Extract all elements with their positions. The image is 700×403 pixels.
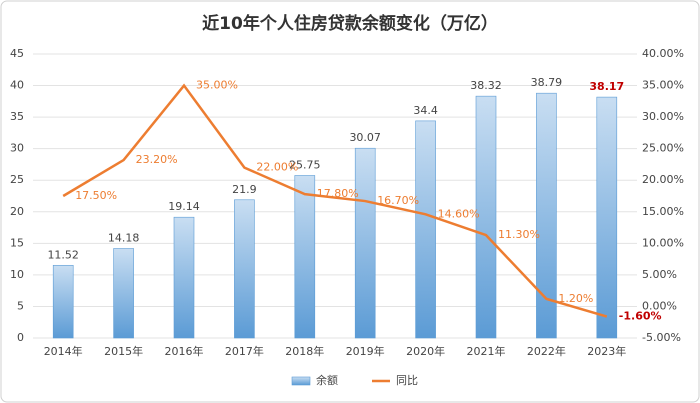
y2-tick-label: -5.00% (642, 331, 681, 344)
bar-value-label: 38.17 (589, 80, 624, 93)
bar (234, 199, 255, 339)
bar-value-label: 19.14 (168, 200, 200, 213)
x-tick-label: 2015年 (104, 344, 143, 358)
bar-value-label: 11.52 (47, 248, 79, 261)
legend-label: 余额 (316, 373, 338, 387)
y2-tick-label: 30.00% (642, 110, 684, 123)
line-value-label: 17.80% (317, 187, 359, 200)
y2-tick-label: 5.00% (642, 268, 677, 281)
bar (173, 216, 195, 339)
bar (354, 147, 376, 339)
line-value-label: 14.60% (438, 207, 480, 220)
x-tick-label: 2022年 (527, 344, 566, 358)
x-tick-label: 2016年 (165, 344, 204, 358)
y2-tick-label: 40.00% (642, 47, 684, 60)
y-tick-label: 25 (10, 173, 24, 186)
line-value-label: 23.20% (136, 153, 178, 166)
x-tick-label: 2023年 (587, 344, 626, 358)
x-tick-label: 2019年 (346, 344, 385, 358)
bar (52, 264, 74, 339)
line-value-label: 11.30% (498, 228, 540, 241)
y-tick-label: 0 (17, 331, 24, 344)
legend-label: 同比 (396, 374, 418, 387)
line-value-label: 16.70% (377, 194, 419, 207)
x-tick-label: 2018年 (285, 344, 324, 358)
y-tick-label: 35 (10, 110, 24, 123)
legend-swatch (291, 376, 311, 386)
y-tick-label: 40 (10, 79, 24, 92)
bar-value-label: 14.18 (108, 232, 140, 245)
bar (113, 248, 134, 339)
line-value-label: 17.50% (75, 189, 117, 202)
x-tick-label: 2020年 (406, 344, 445, 358)
y2-tick-label: 35.00% (642, 79, 684, 92)
bar-value-label: 25.75 (289, 158, 321, 171)
line-value-label: -1.60% (619, 310, 662, 323)
bar-value-label: 38.32 (470, 79, 502, 92)
x-tick-label: 2017年 (225, 344, 264, 358)
y2-tick-label: 15.00% (642, 205, 684, 218)
x-tick-label: 2021年 (467, 344, 506, 358)
bar-value-label: 21.9 (232, 183, 257, 196)
bar-value-label: 30.07 (349, 131, 381, 144)
bar-value-label: 34.4 (413, 104, 438, 117)
y2-tick-label: 10.00% (642, 236, 684, 249)
bar (536, 92, 557, 339)
y-tick-label: 20 (10, 205, 24, 218)
bar-value-label: 38.79 (531, 76, 563, 89)
y-tick-label: 15 (10, 236, 24, 249)
x-tick-label: 2014年 (44, 344, 83, 358)
y2-tick-label: 20.00% (642, 173, 684, 186)
y2-tick-label: 0.00% (642, 299, 677, 312)
line (62, 83, 608, 318)
bar (294, 175, 316, 339)
y-tick-label: 5 (17, 299, 24, 312)
chart-title: 近10年个人住房贷款余额变化（万亿） (202, 13, 498, 34)
bar (596, 96, 618, 339)
y-tick-label: 30 (10, 142, 24, 155)
bar (415, 120, 436, 339)
bar (475, 95, 497, 339)
y-tick-label: 45 (10, 47, 24, 60)
y-tick-label: 10 (10, 268, 24, 281)
line-value-label: 22.00% (256, 161, 298, 174)
y2-tick-label: 25.00% (642, 142, 684, 155)
line-value-label: 1.20% (558, 292, 593, 305)
line-value-label: 35.00% (196, 79, 238, 92)
